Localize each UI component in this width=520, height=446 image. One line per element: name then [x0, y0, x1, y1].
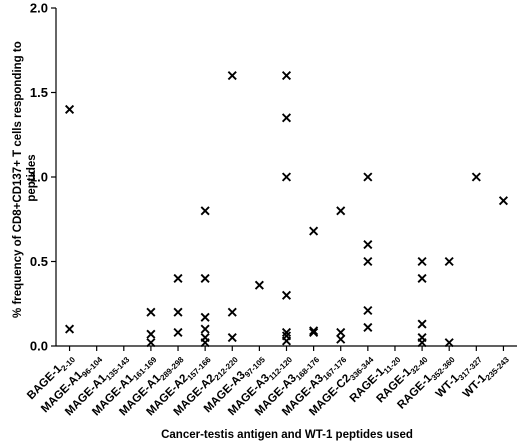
data-point-marker — [444, 256, 454, 267]
data-point-marker — [146, 329, 156, 339]
data-point-marker — [227, 307, 237, 317]
y-tick-label: 0.0 — [30, 339, 48, 354]
data-point-marker — [309, 226, 319, 236]
x-axis: BAGE-12-10MAGE-A196-104MAGE-A1135-143MAG… — [25, 345, 517, 418]
data-point-marker — [498, 196, 508, 206]
data-point-marker — [363, 305, 373, 316]
data-point-marker — [336, 327, 346, 338]
data-point-marker — [363, 172, 373, 182]
y-axis-title: % frequency of CD8+CD137+ T cells respon… — [12, 38, 38, 318]
data-point-marker — [254, 280, 264, 290]
data-point-marker — [200, 312, 210, 322]
data-point-marker — [417, 256, 427, 267]
data-point-marker — [363, 256, 373, 267]
data-point-marker — [309, 327, 319, 338]
data-point-marker — [444, 338, 454, 348]
data-point-marker — [281, 113, 292, 123]
data-point-marker — [417, 273, 427, 283]
data-point-marker — [146, 338, 156, 348]
y-tick-label: 2.0 — [30, 1, 48, 16]
y-tick-label: 1.0 — [30, 170, 48, 185]
data-points — [65, 71, 508, 348]
data-point-marker — [471, 172, 481, 182]
data-point-marker — [281, 71, 292, 81]
y-tick-label: 0.5 — [30, 254, 48, 269]
data-point-marker — [173, 273, 183, 283]
data-point-marker — [363, 322, 373, 332]
data-point-marker — [309, 326, 319, 336]
data-point-marker — [281, 290, 292, 300]
data-point-marker — [200, 338, 210, 348]
data-point-marker — [336, 206, 346, 216]
data-point-marker — [281, 336, 292, 346]
data-point-marker — [146, 307, 156, 317]
data-point-marker — [336, 334, 346, 344]
data-point-marker — [173, 307, 183, 317]
data-point-marker — [65, 104, 75, 114]
data-point-marker — [417, 319, 427, 329]
data-point-marker — [363, 240, 373, 250]
data-point-marker — [200, 206, 210, 216]
data-point-marker — [227, 333, 237, 343]
data-point-marker — [200, 273, 210, 283]
data-point-marker — [227, 71, 237, 81]
data-point-marker — [281, 172, 292, 182]
data-point-marker — [200, 324, 210, 334]
data-point-marker — [417, 338, 427, 348]
data-point-marker — [65, 324, 75, 334]
y-axis: 0.0 0.5 1.0 1.5 2.0 — [30, 1, 57, 354]
y-tick-label: 1.5 — [30, 85, 48, 100]
x-axis-title: Cancer-testis antigen and WT-1 peptides … — [161, 429, 413, 441]
data-point-marker — [173, 327, 183, 338]
